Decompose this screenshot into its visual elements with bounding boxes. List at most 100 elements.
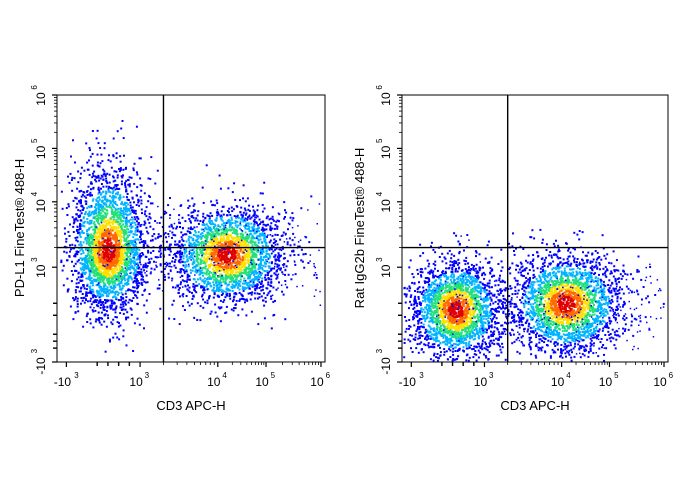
- density-point: [87, 213, 89, 216]
- density-point: [219, 299, 222, 302]
- density-point: [276, 225, 279, 228]
- density-point: [202, 298, 205, 301]
- density-point: [275, 288, 278, 291]
- density-point: [233, 280, 235, 283]
- density-point: [265, 245, 268, 247]
- density-point: [126, 236, 129, 239]
- density-point: [249, 252, 251, 255]
- density-point: [111, 187, 114, 190]
- density-point: [99, 205, 102, 208]
- density-point: [189, 228, 192, 230]
- density-point: [185, 233, 188, 236]
- density-point: [95, 226, 97, 228]
- density-point: [261, 288, 264, 291]
- density-point: [142, 243, 145, 246]
- density-point: [203, 291, 206, 294]
- density-point: [193, 286, 196, 289]
- density-point: [263, 207, 266, 210]
- density-point: [116, 283, 119, 286]
- density-point: [103, 248, 106, 251]
- density-point: [100, 267, 103, 270]
- density-point: [231, 283, 234, 286]
- density-point: [74, 244, 77, 247]
- density-point: [136, 238, 139, 241]
- density-point: [188, 218, 191, 220]
- density-point: [103, 142, 106, 145]
- density-point: [263, 229, 266, 232]
- density-point: [250, 216, 253, 219]
- density-point: [91, 280, 94, 283]
- density-point: [221, 219, 224, 222]
- density-point: [298, 245, 301, 248]
- density-point: [97, 221, 100, 224]
- density-point: [85, 242, 88, 245]
- density-point: [192, 243, 195, 246]
- density-point: [276, 263, 279, 266]
- density-point: [271, 206, 274, 209]
- density-point: [207, 225, 210, 228]
- density-point: [219, 289, 221, 292]
- density-point: [268, 265, 271, 268]
- density-point: [143, 269, 146, 272]
- density-point: [218, 307, 221, 310]
- density-point: [122, 270, 125, 273]
- density-point: [112, 137, 115, 140]
- density-point: [103, 285, 106, 288]
- density-point: [233, 240, 235, 243]
- density-point: [121, 266, 124, 268]
- density-point: [210, 310, 213, 313]
- density-point: [202, 228, 204, 231]
- density-point: [92, 266, 95, 269]
- density-point: [183, 309, 186, 311]
- density-point: [256, 276, 259, 279]
- density-point: [66, 290, 69, 293]
- density-point: [189, 249, 192, 252]
- density-point: [117, 293, 119, 296]
- density-point: [268, 249, 271, 251]
- density-point: [207, 256, 210, 259]
- density-point: [137, 255, 140, 258]
- density-point: [122, 168, 125, 171]
- density-point: [136, 228, 139, 231]
- density-point: [271, 218, 274, 221]
- density-point: [66, 289, 69, 291]
- density-point: [108, 283, 111, 286]
- density-point: [281, 271, 284, 274]
- density-point: [124, 184, 127, 186]
- density-point: [220, 263, 223, 266]
- density-point: [228, 258, 231, 261]
- density-point: [71, 243, 74, 246]
- density-point: [274, 254, 277, 257]
- density-point: [216, 279, 219, 282]
- density-point: [114, 282, 117, 285]
- density-point: [85, 298, 87, 301]
- density-point: [78, 243, 81, 246]
- density-point: [90, 288, 93, 291]
- density-point: [131, 210, 134, 213]
- density-point: [263, 256, 266, 259]
- density-point: [89, 291, 92, 294]
- density-point: [304, 253, 307, 255]
- density-point: [169, 214, 172, 217]
- density-point: [115, 260, 117, 263]
- density-point: [194, 219, 197, 222]
- density-point: [124, 167, 127, 170]
- density-point: [172, 257, 174, 259]
- density-point: [164, 232, 167, 235]
- density-point: [234, 274, 236, 277]
- density-point: [105, 299, 107, 302]
- density-point: [190, 245, 193, 248]
- density-point: [240, 262, 243, 265]
- density-point: [179, 270, 182, 273]
- density-point: [205, 164, 208, 167]
- density-point: [222, 256, 225, 259]
- density-point: [108, 273, 111, 276]
- density-point: [96, 153, 99, 156]
- density-point: [226, 277, 229, 280]
- density-point: [82, 208, 85, 211]
- density-point: [224, 280, 227, 283]
- density-point: [195, 291, 198, 294]
- density-point: [168, 225, 171, 228]
- density-point: [216, 240, 219, 243]
- density-point: [67, 175, 69, 178]
